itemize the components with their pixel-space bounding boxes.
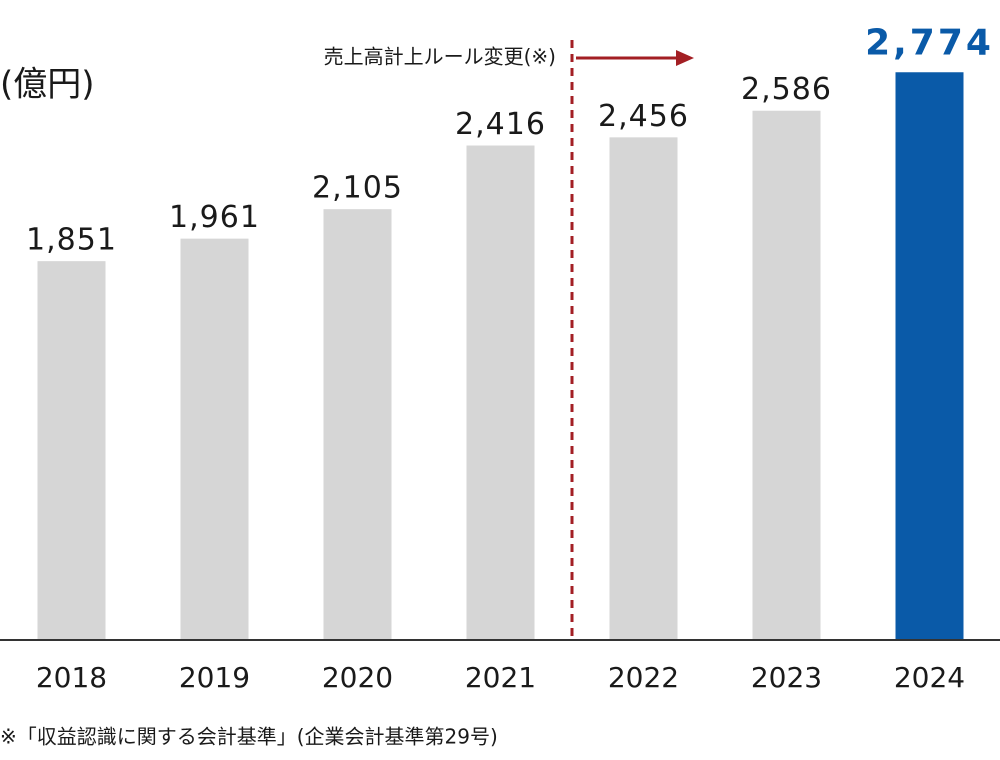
value-label: 1,851 xyxy=(26,223,117,258)
bar xyxy=(180,238,249,640)
bar xyxy=(609,137,678,640)
x-tick-label: 2024 xyxy=(894,661,965,694)
arrow-head xyxy=(676,50,694,66)
x-tick-label: 2018 xyxy=(36,661,107,694)
value-label: 2,774 xyxy=(865,22,994,63)
value-label: 2,416 xyxy=(455,107,546,142)
value-label: 2,105 xyxy=(312,171,403,206)
bar xyxy=(323,209,392,640)
bar xyxy=(752,110,821,641)
bar xyxy=(895,72,964,641)
unit-label: (億円) xyxy=(0,65,95,105)
value-label: 1,961 xyxy=(169,200,260,235)
footnote: ※「収益認識に関する会計基準」(企業会計基準第29号) xyxy=(0,725,498,749)
x-tick-label: 2023 xyxy=(751,661,822,694)
x-tick-label: 2021 xyxy=(465,661,536,694)
value-label: 2,586 xyxy=(741,72,832,107)
value-label: 2,456 xyxy=(598,99,689,134)
bar xyxy=(37,261,106,640)
bar xyxy=(466,145,535,640)
x-tick-label: 2022 xyxy=(608,661,679,694)
annotation: 売上高計上ルール変更(※) xyxy=(324,45,556,69)
x-tick-label: 2020 xyxy=(322,661,393,694)
x-tick-label: 2019 xyxy=(179,661,250,694)
